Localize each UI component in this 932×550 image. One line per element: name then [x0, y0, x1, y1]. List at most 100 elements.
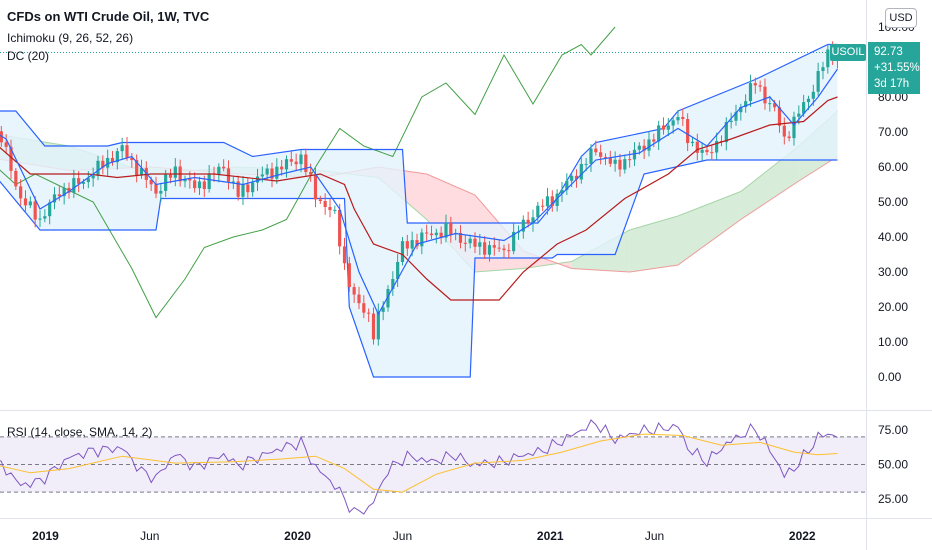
candle-body — [299, 154, 303, 165]
candle-body — [284, 159, 289, 170]
candle — [739, 103, 743, 121]
candle — [541, 199, 545, 212]
candle-body — [236, 181, 240, 197]
candle — [62, 182, 66, 205]
candle — [183, 175, 187, 188]
candle — [28, 196, 32, 209]
candle — [449, 216, 453, 243]
ichimoku-legend[interactable]: Ichimoku (9, 26, 52, 26) — [7, 31, 134, 45]
candle — [318, 195, 322, 204]
candle-body — [410, 240, 414, 249]
candle-body — [642, 145, 646, 151]
candle-body — [400, 241, 405, 262]
candle — [507, 243, 511, 259]
candle-body — [139, 168, 144, 176]
candle — [686, 113, 690, 152]
candle — [284, 155, 289, 178]
candle — [347, 256, 351, 292]
candle-body — [173, 166, 177, 178]
candle-body — [647, 139, 651, 151]
candle-body — [101, 160, 105, 168]
candle — [681, 108, 685, 127]
candle — [579, 155, 583, 184]
candle — [555, 189, 559, 212]
candle — [57, 186, 61, 201]
rsi-legend[interactable]: RSI (14, close, SMA, 14, 2) — [7, 425, 153, 439]
candle — [560, 181, 564, 202]
candle-body — [690, 141, 695, 144]
candle-body — [676, 117, 680, 121]
candle-body — [579, 163, 583, 180]
candle-body — [231, 181, 235, 183]
price-tick-label: 0.00 — [878, 370, 902, 384]
candle — [241, 176, 245, 205]
candle — [67, 182, 71, 199]
candle-body — [763, 86, 767, 104]
candle-body — [526, 219, 530, 224]
candle-body — [782, 125, 786, 137]
candle-body — [43, 216, 47, 219]
chart-title[interactable]: CFDs on WTI Crude Oil, 1W, TVC — [7, 9, 210, 24]
candle — [415, 233, 419, 250]
candle-body — [705, 149, 709, 153]
candle-body — [159, 190, 163, 194]
candle-body — [594, 148, 598, 153]
candle — [130, 153, 134, 168]
candle — [275, 158, 279, 184]
candle — [661, 117, 666, 135]
candle-body — [806, 98, 811, 103]
candle — [352, 283, 356, 303]
candle-body — [72, 178, 76, 193]
candle-body — [217, 166, 221, 175]
candle — [43, 209, 47, 223]
candle-body — [294, 161, 298, 165]
candle-body — [376, 311, 380, 340]
candle — [115, 147, 119, 170]
candle-body — [608, 157, 612, 164]
price-tick-label: 70.00 — [878, 125, 908, 139]
candle — [618, 153, 622, 177]
candle-body — [120, 145, 124, 152]
candle-body — [352, 287, 356, 295]
time-tick-label: 2020 — [284, 529, 311, 543]
candle — [734, 104, 738, 126]
candle-body — [821, 67, 825, 72]
candle — [77, 171, 81, 193]
candle — [729, 112, 733, 129]
candle-body — [792, 116, 796, 139]
candle — [120, 137, 124, 159]
candle — [758, 80, 762, 92]
candle — [763, 78, 767, 110]
candle — [652, 133, 656, 148]
candle-body — [23, 198, 28, 206]
candle-body — [748, 83, 753, 102]
candle — [483, 236, 487, 259]
candle-body — [38, 218, 42, 220]
candle-body — [589, 148, 593, 164]
candle — [299, 150, 303, 173]
candle-body — [425, 232, 429, 234]
donchian-fill — [0, 44, 838, 377]
candle — [512, 223, 516, 255]
candle — [367, 308, 371, 322]
candle-body — [826, 49, 830, 68]
candle-body — [135, 160, 139, 176]
candle-body — [787, 136, 791, 139]
candle-body — [531, 217, 535, 224]
donchian-legend[interactable]: DC (20) — [7, 49, 50, 63]
candle — [628, 151, 632, 168]
donchian-lower — [0, 159, 838, 378]
candle-body — [342, 246, 347, 264]
price-change: +31.55% — [874, 62, 920, 74]
candle-body — [632, 149, 637, 160]
candle-body — [739, 106, 743, 113]
candle — [400, 236, 405, 266]
candle-body — [96, 160, 100, 176]
candle — [420, 228, 424, 255]
candle-body — [367, 312, 371, 314]
candle-body — [289, 159, 293, 162]
candle-body — [19, 186, 23, 199]
donchian-upper — [0, 43, 838, 224]
candle-body — [154, 184, 158, 194]
currency-button[interactable]: USD — [885, 8, 917, 28]
